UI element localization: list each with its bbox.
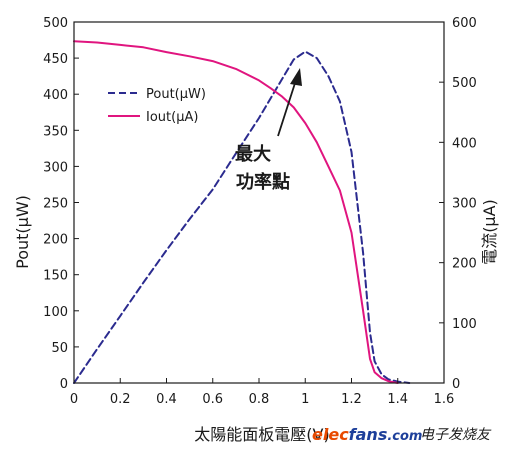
annotation-arrow-head xyxy=(290,68,302,86)
x-tick-label: 0.2 xyxy=(110,392,131,407)
y-tick-label-left: 300 xyxy=(43,160,68,175)
x-tick-label: 0.6 xyxy=(202,392,223,407)
series-line-pout xyxy=(73,50,411,384)
y-tick-label-left: 0 xyxy=(60,377,68,392)
max-power-annotation: 最大 功率點 xyxy=(235,68,302,193)
x-tick-label: 0.8 xyxy=(249,392,270,407)
axes xyxy=(73,21,445,384)
y-tick-label-left: 50 xyxy=(51,341,68,356)
watermark-brand-cn: 电子发烧友 xyxy=(420,427,492,443)
legend: Pout(μW) Iout(μA) xyxy=(98,74,208,126)
x-tick-label: 1.2 xyxy=(341,392,362,407)
legend-label-iout: Iout(μA) xyxy=(146,110,198,125)
x-tick-label: 0 xyxy=(70,392,78,407)
annotation-line-1: 最大 xyxy=(235,143,271,165)
y-axis-title-left: Pout(μW) xyxy=(13,195,32,269)
y-tick-label-left: 150 xyxy=(43,269,68,284)
y-tick-label-right: 200 xyxy=(452,257,477,272)
watermark-brand-tld: .com xyxy=(387,429,422,444)
y-axis-title-right: 電流(μA) xyxy=(480,199,499,265)
y-tick-label-left: 450 xyxy=(43,52,68,67)
x-tick-label: 0.4 xyxy=(156,392,177,407)
annotation-arrow-shaft xyxy=(277,79,297,137)
legend-label-pout: Pout(μW) xyxy=(146,87,206,102)
y-tick-label-left: 400 xyxy=(43,88,68,103)
y-tick-label-right: 400 xyxy=(452,136,477,151)
x-tick-label: 1.4 xyxy=(387,392,408,407)
y-tick-label-left: 500 xyxy=(43,16,68,31)
y-tick-label-right: 600 xyxy=(452,16,477,31)
y-tick-label-right: 500 xyxy=(452,76,477,91)
y-tick-label-left: 100 xyxy=(43,305,68,320)
watermark-brand-end: fans xyxy=(349,425,388,444)
x-axis-title: 太陽能面板電壓(V) xyxy=(194,425,329,444)
svg-text:elecfans.com: elecfans.com xyxy=(312,425,422,444)
x-tick-label: 1 xyxy=(301,392,309,407)
x-tick-label: 1.6 xyxy=(434,392,455,407)
y-tick-label-left: 350 xyxy=(43,124,68,139)
y-tick-label-right: 100 xyxy=(452,317,477,332)
axis-labels: 0 0.2 0.4 0.6 0.8 1 1.2 1.4 1.605010015020025030… xyxy=(43,16,477,407)
y-tick-label-right: 0 xyxy=(452,377,460,392)
y-tick-label-left: 250 xyxy=(43,197,68,212)
watermark-brand-start: elec xyxy=(312,425,349,444)
series-line-iout xyxy=(73,40,399,384)
y-tick-label-right: 300 xyxy=(452,197,477,212)
y-tick-label-left: 200 xyxy=(43,233,68,248)
legend-box xyxy=(98,74,208,126)
annotation-line-2: 功率點 xyxy=(236,171,290,193)
watermark: elecfans.com 电子发烧友 xyxy=(312,425,492,444)
plot-area xyxy=(73,40,411,384)
